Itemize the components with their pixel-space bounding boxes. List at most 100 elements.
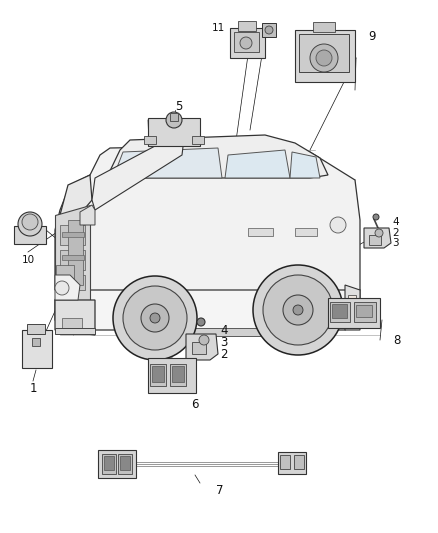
Bar: [172, 366, 184, 382]
Bar: [102, 454, 116, 474]
Bar: [238, 21, 256, 31]
Polygon shape: [108, 135, 328, 178]
Polygon shape: [55, 145, 360, 290]
Circle shape: [197, 318, 205, 326]
Bar: [62, 318, 82, 328]
Bar: [148, 358, 196, 393]
Bar: [230, 28, 265, 58]
Text: 4: 4: [392, 217, 399, 227]
Text: 3: 3: [392, 238, 399, 248]
Bar: [192, 342, 206, 354]
Bar: [262, 23, 276, 37]
Text: 7: 7: [216, 483, 224, 497]
Circle shape: [123, 286, 187, 350]
Circle shape: [316, 50, 332, 66]
Circle shape: [253, 265, 343, 355]
Circle shape: [22, 214, 38, 230]
Bar: [295, 30, 355, 82]
Circle shape: [150, 313, 160, 323]
Polygon shape: [55, 285, 360, 330]
Bar: [299, 34, 349, 72]
Circle shape: [166, 112, 182, 128]
Polygon shape: [290, 152, 320, 178]
Bar: [27, 324, 45, 334]
Bar: [60, 275, 85, 290]
Bar: [278, 452, 306, 474]
Text: 5: 5: [175, 100, 182, 112]
Polygon shape: [92, 130, 185, 210]
Polygon shape: [186, 334, 218, 360]
Circle shape: [18, 212, 42, 236]
Circle shape: [113, 276, 197, 360]
Circle shape: [330, 217, 346, 233]
Bar: [22, 330, 52, 368]
Bar: [248, 228, 273, 236]
Circle shape: [310, 44, 338, 72]
Polygon shape: [55, 205, 90, 300]
Bar: [120, 456, 130, 470]
Bar: [313, 22, 335, 32]
Polygon shape: [364, 228, 391, 248]
Text: 3: 3: [220, 336, 227, 350]
Circle shape: [240, 37, 252, 49]
Bar: [148, 118, 200, 146]
Bar: [98, 450, 136, 478]
Bar: [56, 265, 74, 295]
Polygon shape: [55, 275, 80, 300]
Circle shape: [263, 275, 333, 345]
Polygon shape: [60, 175, 92, 220]
Bar: [170, 364, 186, 386]
Circle shape: [265, 26, 273, 34]
Polygon shape: [345, 285, 360, 330]
Bar: [62, 232, 84, 237]
Text: 10: 10: [21, 255, 35, 265]
Bar: [14, 226, 46, 244]
Bar: [60, 225, 85, 245]
Bar: [234, 32, 259, 52]
Circle shape: [141, 304, 169, 332]
Text: 4: 4: [220, 325, 227, 337]
Bar: [295, 228, 317, 236]
Text: 2: 2: [220, 349, 227, 361]
Bar: [62, 255, 84, 260]
Text: 8: 8: [393, 334, 400, 346]
Circle shape: [283, 295, 313, 325]
Circle shape: [373, 214, 379, 220]
Bar: [152, 366, 164, 382]
Bar: [356, 305, 372, 317]
Bar: [332, 304, 347, 318]
Circle shape: [199, 335, 209, 345]
Circle shape: [293, 305, 303, 315]
Bar: [280, 455, 290, 469]
Text: 2: 2: [392, 228, 399, 238]
Bar: [294, 455, 304, 469]
Bar: [150, 364, 166, 386]
Text: 6: 6: [191, 399, 199, 411]
Bar: [104, 456, 114, 470]
Bar: [135, 328, 320, 336]
Bar: [354, 302, 376, 322]
Text: 9: 9: [368, 29, 375, 43]
Bar: [369, 235, 381, 245]
Bar: [348, 295, 356, 313]
Circle shape: [148, 343, 162, 357]
Bar: [170, 113, 178, 121]
Bar: [68, 220, 83, 285]
Bar: [330, 302, 350, 322]
Bar: [32, 338, 40, 346]
Bar: [60, 250, 85, 270]
Bar: [22, 222, 36, 230]
Bar: [118, 454, 132, 474]
Circle shape: [55, 281, 69, 295]
Text: 11: 11: [212, 23, 225, 33]
Bar: [55, 328, 95, 334]
Circle shape: [375, 229, 383, 237]
Bar: [192, 136, 204, 144]
Text: 1: 1: [29, 382, 37, 394]
Polygon shape: [55, 300, 95, 335]
Polygon shape: [225, 150, 290, 178]
Polygon shape: [113, 148, 222, 178]
Bar: [328, 298, 380, 328]
Polygon shape: [80, 205, 95, 225]
Bar: [144, 136, 156, 144]
